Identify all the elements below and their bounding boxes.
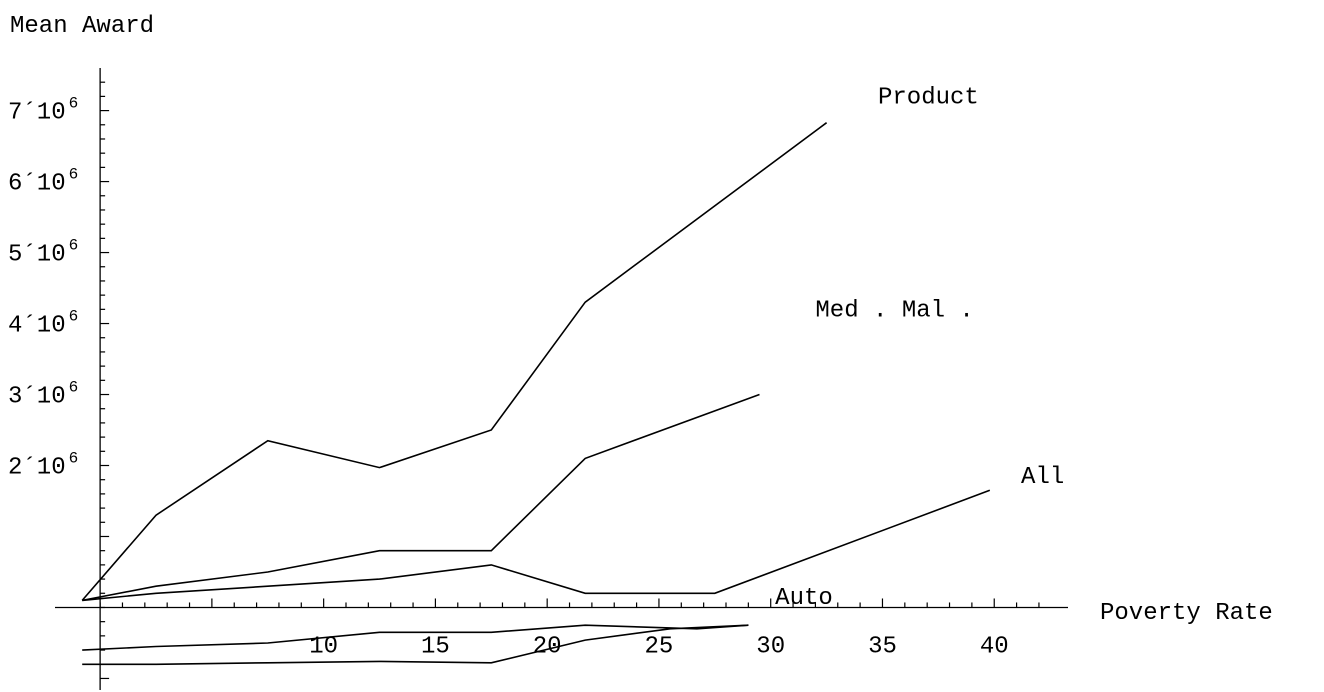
x-tick-label: 15 (421, 633, 450, 660)
y-tick-label: 4´10 6 (8, 308, 78, 340)
series-label: Product (878, 84, 979, 111)
series-line-5 (82, 624, 749, 666)
y-tick-label: 3´10 6 (8, 379, 78, 411)
series-line-all (82, 489, 991, 602)
series-label: All (1021, 464, 1064, 491)
series-label: Auto (775, 585, 833, 612)
series-line-med-mal (82, 393, 760, 602)
y-tick-label: 7´10 6 (8, 95, 78, 127)
axes: 10 15 20 25 30 35 402´10 63´10 64´10 65´10 66´10 67… (8, 68, 1068, 690)
x-tick-label: 25 (645, 633, 674, 660)
series-line-product (81, 122, 828, 601)
y-tick-label: 5´10 6 (8, 237, 78, 269)
y-tick-label: 2´10 6 (8, 450, 78, 482)
x-tick-label: 35 (868, 633, 897, 660)
x-tick-label: 30 (756, 633, 785, 660)
y-tick-label: 6´10 6 (8, 166, 78, 198)
annotations: Product Med . Mal . All Auto (775, 84, 1064, 611)
series-label: Med . Mal . (815, 297, 973, 324)
x-tick-label: 40 (980, 633, 1009, 660)
y-axis-label: Mean Award (10, 13, 154, 40)
x-axis-label: Poverty Rate (1100, 600, 1273, 627)
series-group (81, 122, 991, 666)
